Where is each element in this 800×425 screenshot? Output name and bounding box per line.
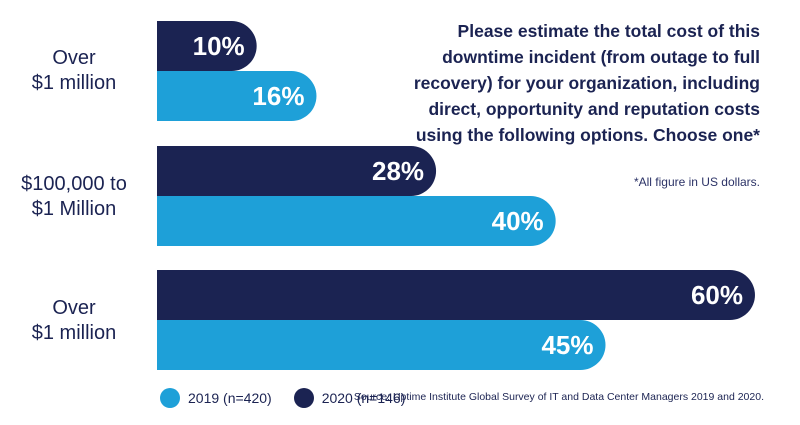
legend-label-2019: 2019 (n=420)	[188, 390, 272, 406]
category-label-1: $100,000 to $1 Million	[0, 172, 148, 222]
data-label-2020-cat-2: 60%	[691, 280, 743, 310]
footnote: *All figure in US dollars.	[633, 175, 760, 189]
category-label-2-line-2: $1 million	[31, 322, 117, 344]
category-label-2: Over $1 million	[0, 296, 148, 346]
category-label-0: Over $1 million	[0, 46, 148, 96]
legend-swatch-2020	[293, 388, 314, 408]
data-label-2020-cat-0: 10%	[193, 31, 245, 61]
legend-item-2020: 2020 (n=146)	[293, 388, 406, 408]
legend-swatch-2019	[160, 388, 180, 408]
data-label-2020-cat-1: 28%	[372, 156, 424, 186]
source-note: Source: Uptime Institute Global Survey o…	[353, 391, 764, 403]
category-label-2-line-1: Over	[52, 297, 96, 319]
legend-item-2019: 2019 (n=420)	[160, 388, 272, 408]
category-label-0-line-1: Over	[52, 47, 96, 69]
category-label-1-line-2: $1 Million	[31, 198, 117, 220]
bar-2019-cat-1	[157, 196, 556, 246]
bar-2019-cat-0	[157, 71, 317, 121]
bar-2019-cat-2	[157, 320, 606, 370]
data-label-2019-cat-1: 40%	[492, 206, 544, 236]
data-label-2019-cat-0: 16%	[252, 81, 304, 111]
category-label-1-line-1: $100,000 to	[21, 173, 127, 195]
survey-question: Please estimate the total cost of this d…	[413, 21, 760, 145]
category-label-0-line-2: $1 million	[31, 72, 117, 94]
legend-label-2020: 2020 (n=146)	[321, 390, 406, 406]
bar-2020-cat-2	[157, 270, 755, 320]
bar-2020-cat-1	[157, 146, 437, 196]
data-label-2019-cat-2: 45%	[541, 330, 593, 360]
bar-2020-cat-0	[157, 21, 257, 71]
legend: 2019 (n=420) 2020 (n=146)	[160, 386, 427, 410]
